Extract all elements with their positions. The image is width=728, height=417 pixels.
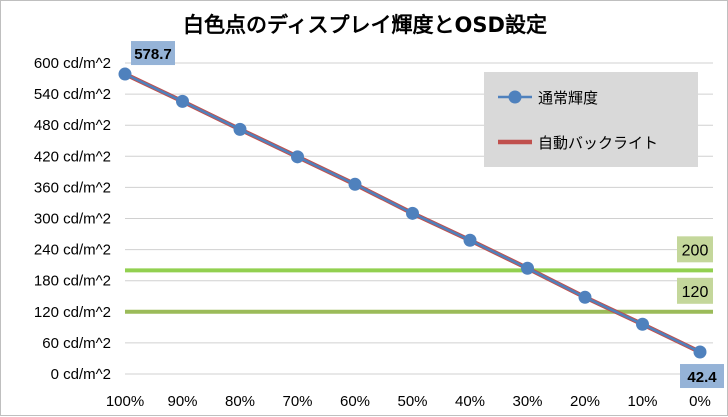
y-tick-label: 600 cd/m^2	[34, 55, 111, 72]
x-tick-label: 40%	[455, 393, 485, 410]
reference-lines: 200 120	[125, 236, 713, 314]
y-tick-label: 300 cd/m^2	[34, 211, 111, 228]
legend-label: 通常輝度	[538, 89, 598, 107]
x-tick-label: 90%	[167, 393, 197, 410]
data-point	[463, 233, 477, 247]
y-tick-label: 180 cd/m^2	[34, 273, 111, 290]
data-point	[521, 261, 534, 275]
x-axis-ticks: 100% 90% 80% 70% 60% 50% 40% 30% 20% 10% 0%	[106, 393, 711, 410]
x-tick-label: 10%	[627, 393, 657, 410]
x-tick-label: 50%	[397, 393, 427, 410]
annotations: 578.7 42.4	[131, 41, 724, 389]
legend-label: 自動バックライト	[538, 134, 658, 152]
data-label: 42.4	[687, 369, 717, 386]
chart-title: 白色点のディスプレイ輝度とOSD設定	[183, 13, 547, 37]
data-point	[233, 122, 247, 136]
x-tick-label: 80%	[225, 393, 255, 410]
legend-swatch-marker	[508, 90, 522, 104]
data-point	[291, 150, 304, 164]
data-label-box	[680, 364, 724, 389]
x-tick-label: 60%	[340, 393, 370, 410]
data-point	[406, 206, 419, 220]
x-tick-label: 70%	[282, 393, 312, 410]
data-label-box	[131, 41, 175, 66]
data-point	[348, 177, 362, 191]
y-tick-label: 120 cd/m^2	[34, 304, 111, 321]
data-point	[578, 290, 592, 304]
reference-label-box	[677, 277, 713, 304]
y-tick-label: 480 cd/m^2	[34, 117, 111, 134]
series-layer	[118, 67, 707, 359]
y-tick-label: 0 cd/m^2	[51, 366, 111, 383]
y-tick-label: 540 cd/m^2	[34, 86, 111, 103]
data-point	[636, 317, 649, 331]
data-point	[118, 67, 132, 81]
data-point	[176, 94, 189, 108]
x-tick-label: 20%	[570, 393, 600, 410]
reference-label: 200	[682, 242, 709, 259]
reference-label-box	[677, 236, 713, 263]
y-axis-ticks: 0 cd/m^2 60 cd/m^2 120 cd/m^2 180 cd/m^2 240…	[34, 55, 111, 383]
data-label: 578.7	[134, 46, 172, 63]
y-tick-label: 60 cd/m^2	[42, 335, 111, 352]
x-tick-label: 100%	[106, 393, 144, 410]
x-tick-label: 0%	[689, 393, 711, 410]
reference-label: 120	[682, 284, 709, 301]
y-tick-label: 240 cd/m^2	[34, 242, 111, 259]
y-tick-label: 420 cd/m^2	[34, 148, 111, 165]
data-point	[693, 345, 707, 359]
legend-box	[484, 72, 698, 167]
y-tick-label: 360 cd/m^2	[34, 179, 111, 196]
x-tick-label: 30%	[512, 393, 542, 410]
